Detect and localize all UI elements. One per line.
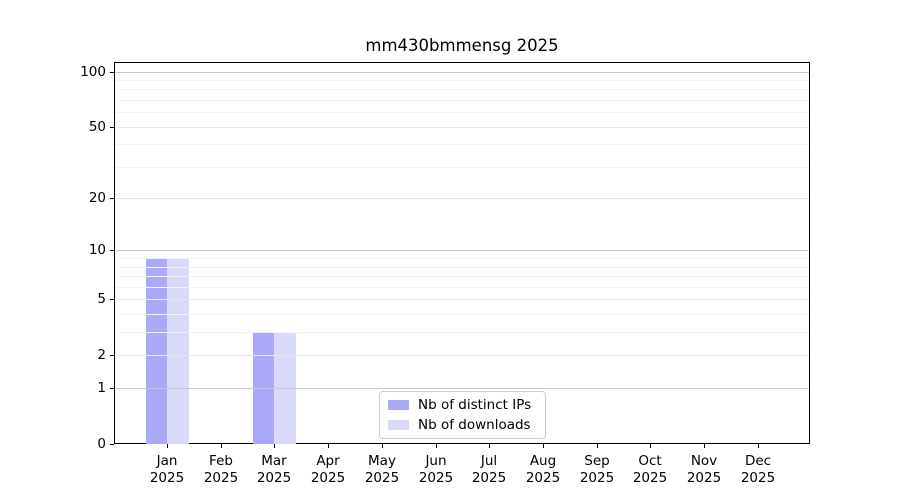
y-tick-label: 0 bbox=[97, 436, 106, 452]
chart-title: mm430bmmensg 2025 bbox=[365, 36, 559, 55]
x-tick-year: 2025 bbox=[632, 469, 668, 486]
x-tick-year: 2025 bbox=[364, 469, 400, 486]
gridline bbox=[115, 72, 809, 73]
x-tick-year: 2025 bbox=[686, 469, 722, 486]
y-tick-label: 5 bbox=[97, 291, 106, 307]
gridline bbox=[115, 287, 809, 288]
x-tick-mark bbox=[543, 444, 544, 448]
x-tick-mark bbox=[436, 444, 437, 448]
x-tick-mark bbox=[328, 444, 329, 448]
x-tick-label: Aug 2025 bbox=[513, 453, 573, 486]
x-tick-month: Jan bbox=[156, 453, 178, 469]
bar-jan-distinct-ips bbox=[145, 258, 167, 444]
legend-swatch-downloads bbox=[388, 420, 409, 430]
x-tick-label: May 2025 bbox=[352, 453, 412, 486]
gridline bbox=[115, 167, 809, 168]
x-tick-mark bbox=[650, 444, 651, 448]
y-tick-label: 50 bbox=[88, 119, 106, 135]
x-tick-mark bbox=[274, 444, 275, 448]
x-tick-year: 2025 bbox=[579, 469, 615, 486]
x-tick-label: Jul 2025 bbox=[459, 453, 519, 486]
y-tick-mark bbox=[110, 72, 114, 73]
x-tick-label: Mar 2025 bbox=[244, 453, 304, 486]
x-tick-month: Aug bbox=[529, 453, 557, 469]
x-tick-year: 2025 bbox=[740, 469, 776, 486]
y-tick-label: 2 bbox=[97, 347, 106, 363]
x-tick-mark bbox=[489, 444, 490, 448]
x-tick-month: Sep bbox=[584, 453, 610, 469]
x-tick-year: 2025 bbox=[525, 469, 561, 486]
legend-label: Nb of downloads bbox=[418, 417, 531, 433]
x-tick-month: May bbox=[368, 453, 396, 469]
gridline bbox=[115, 250, 809, 251]
gridline bbox=[115, 314, 809, 315]
x-tick-month: Nov bbox=[690, 453, 718, 469]
x-tick-year: 2025 bbox=[203, 469, 239, 486]
x-tick-mark bbox=[704, 444, 705, 448]
gridline bbox=[115, 267, 809, 268]
x-tick-mark bbox=[758, 444, 759, 448]
x-tick-label: Apr 2025 bbox=[298, 453, 358, 486]
x-tick-year: 2025 bbox=[310, 469, 346, 486]
x-tick-month: Apr bbox=[316, 453, 340, 469]
gridline bbox=[115, 80, 809, 81]
x-tick-label: Nov 2025 bbox=[674, 453, 734, 486]
y-tick-mark bbox=[110, 250, 114, 251]
gridline bbox=[115, 198, 809, 199]
x-tick-month: Jul bbox=[480, 453, 498, 469]
x-tick-label: Jun 2025 bbox=[406, 453, 466, 486]
x-tick-mark bbox=[221, 444, 222, 448]
x-tick-year: 2025 bbox=[418, 469, 454, 486]
x-tick-mark bbox=[382, 444, 383, 448]
x-tick-mark bbox=[167, 444, 168, 448]
bar-jan-downloads bbox=[167, 258, 189, 444]
y-tick-mark bbox=[110, 198, 114, 199]
x-tick-month: Oct bbox=[638, 453, 662, 469]
x-tick-month: Feb bbox=[209, 453, 233, 469]
x-tick-label: Feb 2025 bbox=[191, 453, 251, 486]
gridline bbox=[115, 332, 809, 333]
y-tick-label: 10 bbox=[88, 242, 106, 258]
y-tick-label: 1 bbox=[97, 380, 106, 396]
gridline bbox=[115, 388, 809, 389]
gridline bbox=[115, 144, 809, 145]
y-tick-mark bbox=[110, 299, 114, 300]
x-tick-label: Oct 2025 bbox=[620, 453, 680, 486]
plot-area bbox=[114, 62, 810, 444]
y-tick-mark bbox=[110, 444, 114, 445]
y-tick-label: 20 bbox=[88, 190, 106, 206]
x-tick-label: Dec 2025 bbox=[728, 453, 788, 486]
x-tick-label: Sep 2025 bbox=[567, 453, 627, 486]
legend: Nb of distinct IPs Nb of downloads bbox=[379, 391, 546, 439]
y-tick-label: 100 bbox=[80, 64, 106, 80]
legend-item-downloads: Nb of downloads bbox=[388, 417, 537, 433]
gridline bbox=[115, 127, 809, 128]
gridline bbox=[115, 276, 809, 277]
x-tick-month: Jun bbox=[425, 453, 447, 469]
legend-item-distinct-ips: Nb of distinct IPs bbox=[388, 397, 537, 413]
y-tick-mark bbox=[110, 355, 114, 356]
gridline bbox=[115, 100, 809, 101]
x-tick-year: 2025 bbox=[149, 469, 185, 486]
gridline bbox=[115, 89, 809, 90]
x-tick-year: 2025 bbox=[471, 469, 507, 486]
y-tick-mark bbox=[110, 388, 114, 389]
x-tick-month: Mar bbox=[261, 453, 287, 469]
legend-swatch-distinct-ips bbox=[388, 400, 409, 410]
x-tick-label: Jan 2025 bbox=[137, 453, 197, 486]
gridline bbox=[115, 355, 809, 356]
x-tick-month: Dec bbox=[744, 453, 772, 469]
x-tick-year: 2025 bbox=[256, 469, 292, 486]
gridline bbox=[115, 299, 809, 300]
legend-label: Nb of distinct IPs bbox=[418, 397, 532, 413]
y-tick-mark bbox=[110, 127, 114, 128]
gridline bbox=[115, 112, 809, 113]
gridline bbox=[115, 258, 809, 259]
x-tick-mark bbox=[597, 444, 598, 448]
